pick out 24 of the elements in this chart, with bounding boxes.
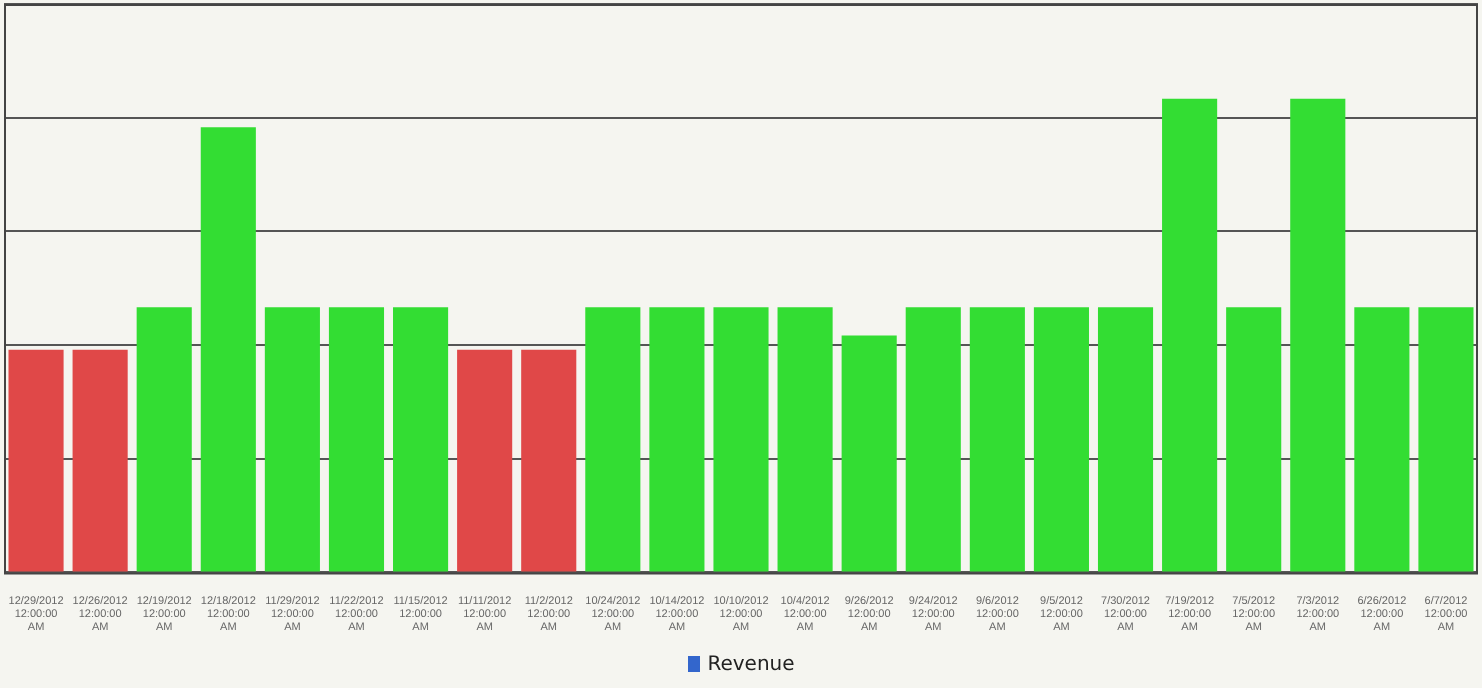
bar (969, 307, 1025, 572)
text: Revenue (707, 653, 795, 675)
bar (713, 307, 769, 572)
bar (1162, 98, 1218, 572)
bar (1418, 307, 1474, 572)
bar (136, 307, 192, 572)
bar (200, 127, 256, 572)
bar (72, 349, 128, 572)
bar (1354, 307, 1410, 572)
bar (841, 335, 897, 572)
bar (1290, 98, 1346, 572)
bar (328, 307, 385, 572)
bar (8, 349, 64, 572)
bar (1033, 307, 1089, 572)
bar (521, 349, 577, 572)
bar (393, 307, 449, 572)
bar (1226, 307, 1282, 572)
bar (777, 307, 833, 572)
bar (457, 349, 513, 572)
bar (1097, 307, 1154, 572)
bar (264, 307, 320, 572)
bar (649, 307, 705, 572)
bar (905, 307, 961, 572)
bar (585, 307, 641, 572)
